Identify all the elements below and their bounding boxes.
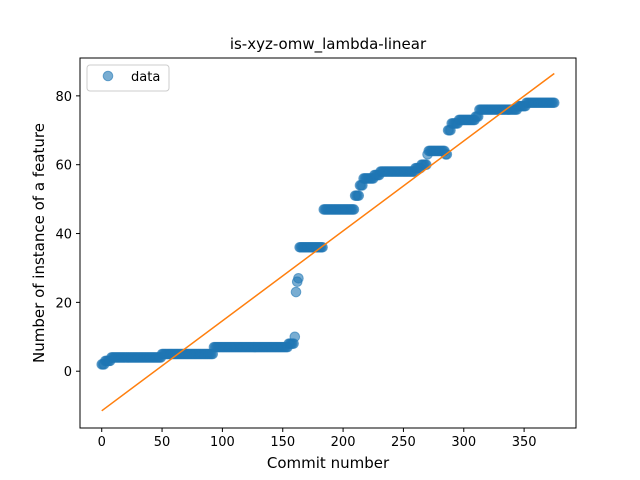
fit-line [101, 72, 555, 412]
y-tick-label: 60 [55, 159, 72, 174]
plot-area-frame [79, 57, 577, 429]
x-axis-label: Commit number [267, 454, 390, 472]
y-axis-label: Number of instance of a feature [30, 123, 48, 363]
x-tick-label: 50 [154, 435, 171, 450]
data-point [290, 286, 302, 298]
x-tick-label: 0 [98, 435, 106, 450]
x-tick-label: 350 [512, 435, 537, 450]
x-tick-label: 150 [270, 435, 295, 450]
y-axis-ticks: 0 20 40 60 80 [55, 90, 80, 380]
y-tick-label: 40 [55, 228, 72, 243]
legend: data [86, 64, 170, 92]
x-tick-label: 250 [391, 435, 416, 450]
chart-title: is-xyz-omw_lambda-linear [230, 35, 427, 54]
data-point [289, 331, 301, 343]
x-axis-ticks: 0 50 100 150 200 250 300 350 [98, 428, 537, 450]
y-tick-label: 80 [55, 90, 72, 105]
x-tick-label: 100 [210, 435, 235, 450]
x-tick-label: 300 [451, 435, 476, 450]
x-tick-label: 200 [331, 435, 356, 450]
data-point [293, 272, 304, 284]
data-point [348, 204, 360, 215]
fit-line-layer [101, 72, 555, 412]
y-tick-label: 0 [64, 365, 72, 380]
data-point [548, 97, 560, 109]
y-tick-label: 20 [55, 296, 72, 311]
data-points [96, 97, 560, 370]
legend-marker-data [102, 70, 114, 82]
legend-label-data: data [131, 70, 160, 85]
data-point [353, 190, 365, 201]
